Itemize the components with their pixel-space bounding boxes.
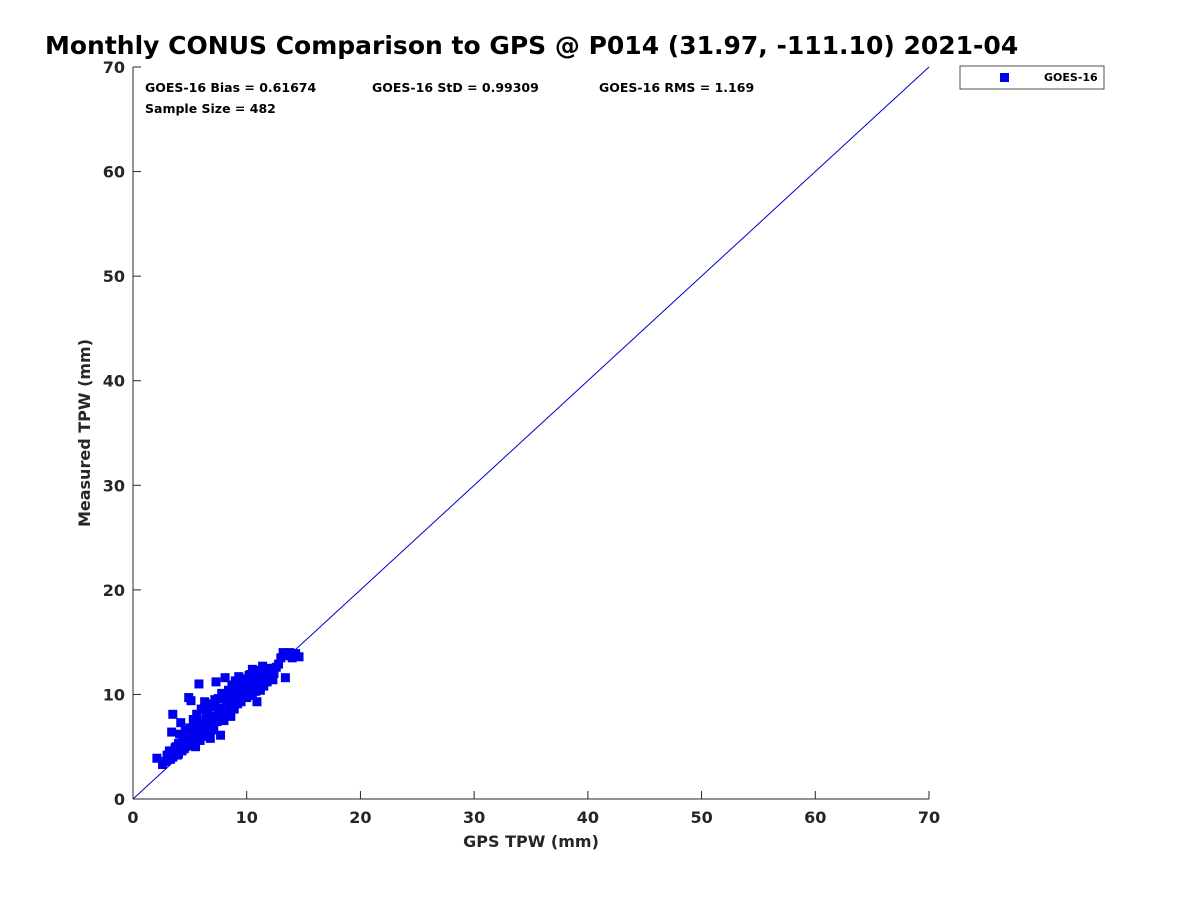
data-point — [185, 723, 195, 733]
data-point — [200, 705, 210, 715]
stat-std: GOES-16 StD = 0.99309 — [372, 80, 539, 95]
data-point — [175, 729, 185, 739]
y-tick-label: 0 — [114, 790, 125, 809]
data-point — [249, 674, 259, 684]
data-point — [199, 720, 209, 730]
data-point — [276, 653, 286, 663]
legend-marker-goes16 — [1000, 73, 1009, 82]
data-point — [274, 659, 284, 669]
data-point — [202, 727, 212, 737]
data-point — [252, 697, 262, 707]
data-point — [167, 727, 177, 737]
stat-bias: GOES-16 Bias = 0.61674 — [145, 80, 316, 95]
x-tick-label: 10 — [236, 808, 258, 827]
data-point — [233, 683, 243, 693]
data-point — [210, 695, 220, 705]
data-point — [241, 679, 251, 689]
data-point — [229, 700, 239, 710]
y-tick-label: 50 — [103, 267, 125, 286]
data-point — [262, 677, 272, 687]
data-point — [211, 712, 221, 722]
data-point — [200, 697, 210, 707]
x-tick-label: 40 — [577, 808, 599, 827]
data-point — [180, 742, 190, 752]
data-point — [234, 672, 244, 682]
data-point — [196, 727, 206, 737]
data-point — [235, 693, 245, 703]
data-point — [253, 679, 263, 689]
data-point — [164, 746, 174, 756]
data-points — [152, 648, 304, 769]
data-point — [192, 718, 202, 728]
data-point — [216, 730, 226, 740]
x-tick-label: 0 — [127, 808, 138, 827]
data-point — [294, 652, 304, 662]
data-point — [152, 753, 162, 763]
y-tick-label: 60 — [103, 163, 125, 182]
data-point — [242, 693, 252, 703]
data-point — [170, 743, 180, 753]
data-point — [247, 664, 257, 674]
legend-box — [959, 65, 1105, 90]
x-axis-ticks: 0 10 20 30 40 50 60 70 — [127, 791, 940, 827]
data-point — [219, 716, 229, 726]
x-tick-label: 50 — [690, 808, 712, 827]
data-point — [176, 718, 186, 728]
data-point — [209, 725, 219, 735]
x-tick-label: 30 — [463, 808, 485, 827]
data-point — [220, 706, 230, 716]
data-point — [173, 749, 183, 759]
data-point — [280, 673, 290, 683]
data-point — [191, 731, 201, 741]
data-point — [168, 752, 178, 762]
data-point — [220, 673, 230, 683]
data-point — [191, 742, 201, 752]
data-point — [278, 648, 288, 658]
data-point — [168, 709, 178, 719]
data-point — [285, 648, 295, 658]
data-point — [269, 669, 279, 679]
data-point — [205, 717, 215, 727]
data-point — [192, 709, 202, 719]
data-point — [251, 686, 261, 696]
data-point — [225, 700, 235, 710]
data-point — [258, 661, 268, 671]
stat-sample-size: Sample Size = 482 — [145, 101, 276, 116]
legend: GOES-16 — [959, 65, 1105, 90]
data-point — [268, 675, 278, 685]
y-tick-label: 70 — [103, 58, 125, 77]
data-point — [244, 671, 254, 681]
y-tick-label: 40 — [103, 372, 125, 391]
x-tick-label: 60 — [804, 808, 826, 827]
chart-title: Monthly CONUS Comparison to GPS @ P014 (… — [45, 31, 1018, 60]
y-axis-label: Measured TPW (mm) — [75, 339, 94, 527]
y-axis-ticks: 0 10 20 30 40 50 60 70 — [103, 58, 141, 809]
data-point — [263, 664, 273, 674]
y-tick-label: 20 — [103, 581, 125, 600]
data-point — [211, 677, 221, 687]
data-point — [186, 696, 196, 706]
data-point — [205, 733, 215, 743]
data-point — [256, 672, 266, 682]
data-point — [226, 711, 236, 721]
data-point — [194, 679, 204, 689]
x-tick-label: 20 — [349, 808, 371, 827]
x-tick-label: 70 — [918, 808, 940, 827]
data-point — [217, 688, 227, 698]
y-tick-label: 10 — [103, 685, 125, 704]
legend-label-goes16: GOES-16 — [1044, 71, 1098, 84]
y-tick-label: 30 — [103, 476, 125, 495]
x-axis-label: GPS TPW (mm) — [463, 832, 599, 851]
data-point — [226, 689, 236, 699]
data-point — [161, 756, 171, 766]
stat-rms: GOES-16 RMS = 1.169 — [599, 80, 754, 95]
data-point — [202, 711, 212, 721]
